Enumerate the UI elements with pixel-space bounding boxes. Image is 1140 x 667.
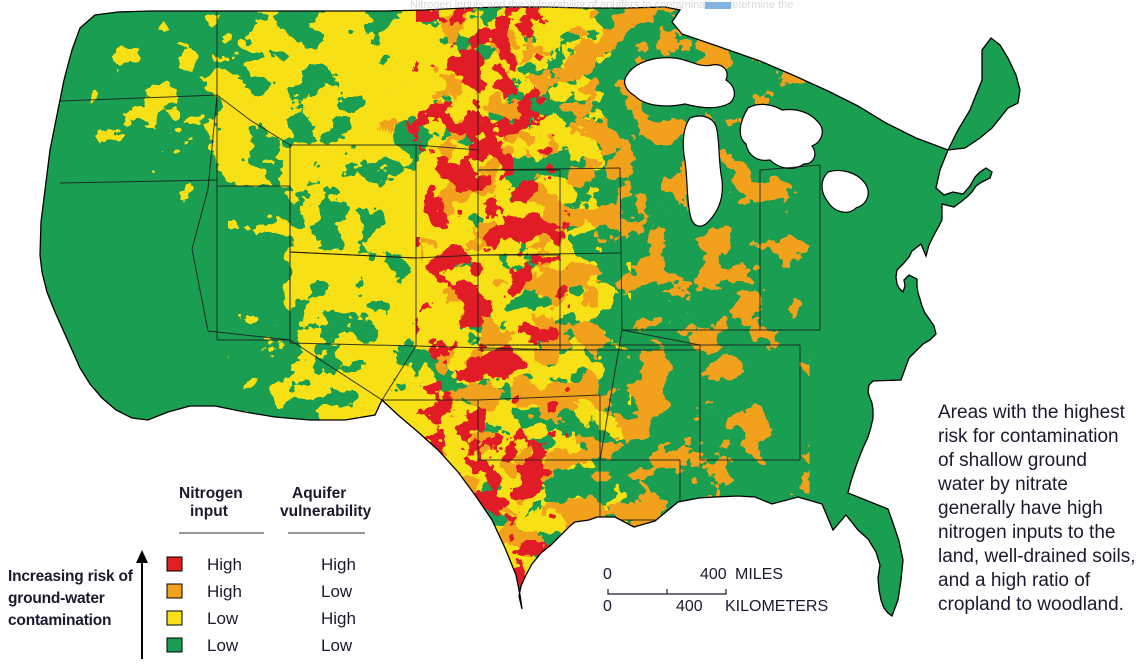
svg-text:Low: Low <box>321 636 353 655</box>
svg-text:of shallow ground: of shallow ground <box>938 450 1087 471</box>
svg-text:High: High <box>207 582 242 601</box>
svg-text:risk for contamination: risk for contamination <box>938 426 1119 447</box>
svg-text:Low: Low <box>321 582 353 601</box>
svg-text:Areas with the highest: Areas with the highest <box>938 402 1126 423</box>
svg-text:input: input <box>190 503 228 520</box>
svg-text:vulnerability: vulnerability <box>280 503 372 520</box>
svg-text:0: 0 <box>603 566 612 583</box>
svg-text:water by nitrate: water by nitrate <box>937 474 1068 495</box>
svg-text:Aquifer: Aquifer <box>292 485 346 502</box>
svg-text:Low: Low <box>207 609 239 628</box>
svg-text:KILOMETERS: KILOMETERS <box>725 598 828 615</box>
svg-text:400: 400 <box>676 598 703 615</box>
svg-text:generally have high: generally have high <box>938 498 1103 519</box>
svg-text:Low: Low <box>207 636 239 655</box>
svg-text:Increasing risk of: Increasing risk of <box>8 568 134 585</box>
svg-text:contamination: contamination <box>8 612 111 629</box>
svg-text:High: High <box>321 609 356 628</box>
svg-text:Nitrogen inputs and the vulner: Nitrogen inputs and the vulnerability of… <box>410 0 793 11</box>
svg-text:and a high ratio of: and a high ratio of <box>938 570 1091 591</box>
svg-text:cropland to woodland.: cropland to woodland. <box>938 594 1124 615</box>
svg-text:nitrogen inputs to the: nitrogen inputs to the <box>938 522 1115 543</box>
svg-text:High: High <box>321 555 356 574</box>
svg-text:land, well-drained soils,: land, well-drained soils, <box>938 546 1136 567</box>
svg-text:High: High <box>207 555 242 574</box>
svg-text:ground-water: ground-water <box>8 590 105 607</box>
svg-text:Nitrogen: Nitrogen <box>179 485 243 502</box>
svg-text:MILES: MILES <box>735 566 783 583</box>
svg-text:400: 400 <box>700 566 727 583</box>
svg-text:0: 0 <box>603 598 612 615</box>
